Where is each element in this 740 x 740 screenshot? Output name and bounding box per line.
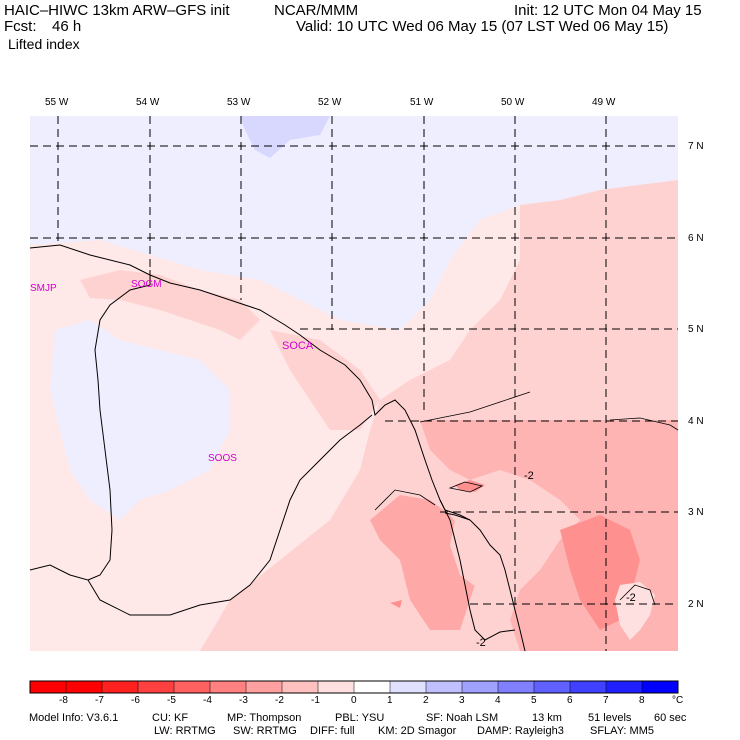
colorbar-tick-label: -1: [311, 695, 320, 706]
colorbar-segment: [426, 681, 463, 693]
lon-label: 55 W: [45, 97, 69, 108]
colorbar-tick-label: -7: [95, 695, 104, 706]
colorbar-segment: [570, 681, 607, 693]
stable-region-interior: [50, 320, 230, 520]
init-time: Init: 12 UTC Mon 04 May 15: [514, 2, 702, 19]
colorbar-segment: [174, 681, 211, 693]
colorbar-segment: [210, 681, 247, 693]
contour-label: -2: [524, 470, 534, 482]
surface-layer: SFLAY: MM5: [590, 725, 654, 737]
colorbar-tick-label: 0: [351, 695, 357, 706]
shortwave-scheme: SW: RRTMG: [233, 725, 297, 737]
forecast-hour: 46 h: [52, 18, 82, 35]
colorbar-tick-label: 3: [459, 695, 465, 706]
lon-label: 52 W: [318, 97, 342, 108]
lon-label: 50 W: [501, 97, 525, 108]
cumulus-scheme: CU: KF: [152, 712, 189, 724]
contour-label: -2: [476, 637, 486, 649]
lat-label: 7 N: [688, 141, 704, 152]
colorbar-segment: [318, 681, 355, 693]
colorbar-tick-label: -6: [131, 695, 140, 706]
station-label: SOGM: [131, 279, 162, 290]
longwave-scheme: LW: RRTMG: [154, 725, 216, 737]
station-label: SOOS: [208, 453, 237, 464]
time-step: 60 sec: [654, 712, 687, 724]
colorbar-segment: [138, 681, 175, 693]
colorbar-segment: [534, 681, 571, 693]
coastlines: [29, 244, 526, 652]
colorbar-segment: [390, 681, 427, 693]
lon-label: 49 W: [592, 97, 616, 108]
unstable-strip-amapa: [270, 330, 380, 430]
field-name: Lifted index: [8, 36, 80, 52]
colorbar-segment: [498, 681, 535, 693]
lat-label: 4 N: [688, 416, 704, 427]
graticule: [30, 116, 678, 651]
station-label: SMJP: [30, 283, 57, 294]
damping: DAMP: Rayleigh3: [477, 725, 564, 737]
contour-label: -2: [626, 592, 636, 604]
stable-region-north: [30, 116, 678, 330]
vertical-levels: 51 levels: [588, 712, 632, 724]
colorbar-segment: [642, 681, 679, 693]
colorbar: [29, 680, 679, 694]
unstable-region-east: [200, 180, 678, 651]
colorbar-tick-label: 5: [531, 695, 537, 706]
colorbar-segment: [66, 681, 103, 693]
colorbar-tick-label: 7: [603, 695, 609, 706]
surface-scheme: SF: Noah LSM: [426, 712, 499, 724]
model-info: Model Info: V3.6.1: [29, 712, 119, 724]
lon-label: 54 W: [136, 97, 160, 108]
forecast-label: Fcst:: [4, 18, 37, 35]
colorbar-tick-label: 8: [639, 695, 645, 706]
colorbar-segment: [102, 681, 139, 693]
lon-label: 53 W: [227, 97, 251, 108]
km-option: KM: 2D Smagor: [378, 725, 457, 737]
colorbar-unit: °C: [672, 695, 684, 706]
unstable-blob-small: [390, 600, 402, 608]
lat-label: 5 N: [688, 324, 704, 335]
colorbar-tick-label: 2: [423, 695, 429, 706]
lat-label: 3 N: [688, 507, 704, 518]
contour-lines: [374, 391, 679, 606]
valid-time: Valid: 10 UTC Wed 06 May 15 (07 LST Wed …: [296, 18, 669, 35]
colorbar-segment: [246, 681, 283, 693]
lat-label: 6 N: [688, 233, 704, 244]
colorbar-segment: [30, 681, 67, 693]
grid-spacing: 13 km: [532, 712, 562, 724]
colorbar-tick-label: 1: [387, 695, 393, 706]
colorbar-tick-label: 4: [495, 695, 501, 706]
diffusion: DIFF: full: [310, 725, 355, 737]
microphysics-scheme: MP: Thompson: [227, 712, 302, 724]
lon-label: 51 W: [410, 97, 434, 108]
pbl-scheme: PBL: YSU: [335, 712, 385, 724]
colorbar-segment: [606, 681, 643, 693]
colorbar-tick-label: -5: [167, 695, 176, 706]
colorbar-tick-label: 6: [567, 695, 573, 706]
organization: NCAR/MMM: [274, 2, 359, 19]
stable-patch: [240, 116, 330, 158]
colorbar-tick-label: -3: [239, 695, 248, 706]
colorbar-segment: [282, 681, 319, 693]
pale-patch-southeast: [615, 582, 655, 640]
unstable-strip-coast: [80, 270, 260, 340]
colorbar-tick-label: -8: [59, 695, 68, 706]
colorbar-tick-label: -2: [275, 695, 284, 706]
model-title: HAIC–HIWC 13km ARW–GFS init: [4, 2, 230, 19]
colorbar-segment: [462, 681, 499, 693]
station-label: SOCA: [282, 340, 314, 352]
colorbar-segment: [354, 681, 391, 693]
colorbar-tick-label: -4: [203, 695, 212, 706]
lat-label: 2 N: [688, 599, 704, 610]
